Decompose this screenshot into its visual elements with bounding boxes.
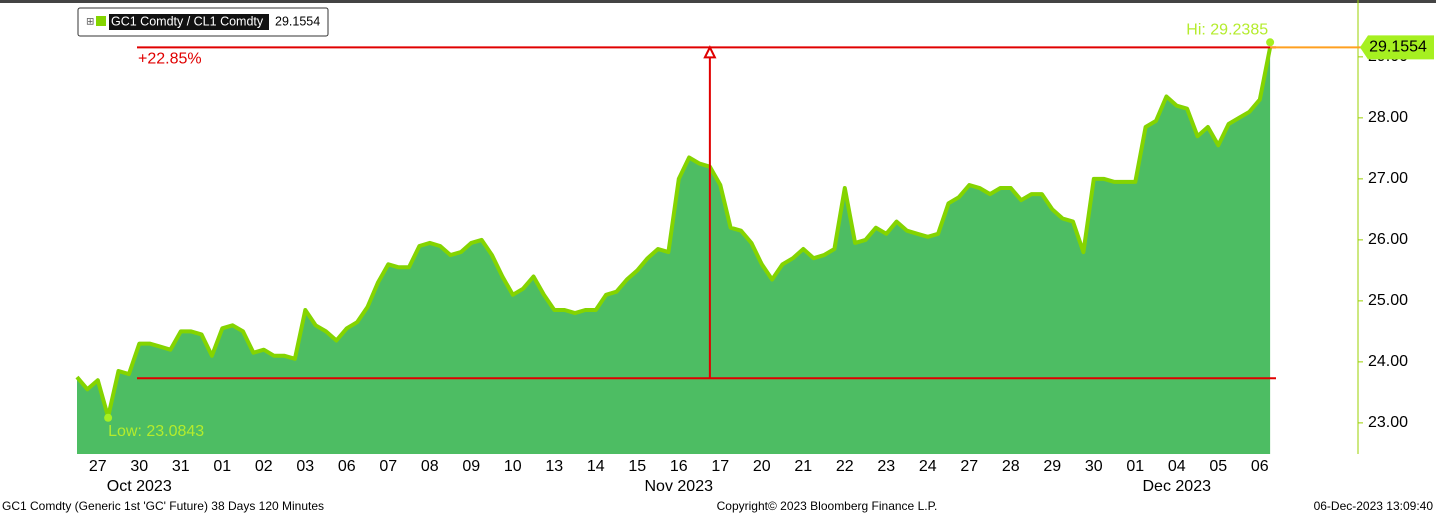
high-point: [1266, 38, 1275, 47]
y-tick-label: 24.00: [1368, 353, 1408, 370]
x-tick-label: 17: [711, 458, 729, 475]
y-tick-label: 25.00: [1368, 292, 1408, 309]
x-tick-label: 02: [255, 458, 273, 475]
y-tick-label: 28.00: [1368, 109, 1408, 126]
x-tick-label: 04: [1168, 458, 1186, 475]
x-tick-label: 23: [877, 458, 895, 475]
x-tick-label: 20: [753, 458, 771, 475]
y-tick-label: 23.00: [1368, 414, 1408, 431]
x-tick-label: 07: [379, 458, 397, 475]
low-point: [104, 413, 113, 422]
x-tick-label: 22: [836, 458, 854, 475]
x-tick-label: 01: [213, 458, 231, 475]
x-tick-label: 10: [504, 458, 522, 475]
measure-label: +22.85%: [138, 51, 202, 68]
high-label: Hi: 29.2385: [1186, 22, 1268, 39]
area: [77, 47, 1271, 455]
x-tick-label: 03: [296, 458, 314, 475]
x-tick-label: 27: [89, 458, 107, 475]
x-tick-label: 15: [628, 458, 646, 475]
x-tick-label: 08: [421, 458, 439, 475]
legend-swatch: [96, 16, 106, 26]
last-value-label: 29.1554: [1369, 39, 1427, 56]
legend-value: 29.1554: [275, 14, 320, 28]
top-strip: [0, 0, 1436, 3]
x-tick-label: 28: [1002, 458, 1020, 475]
x-tick-label: 30: [130, 458, 148, 475]
x-tick-label: 05: [1209, 458, 1227, 475]
footer-center: Copyright© 2023 Bloomberg Finance L.P.: [717, 499, 938, 513]
legend-highlight: [109, 14, 269, 30]
month-label: Oct 2023: [107, 478, 172, 495]
footer-left: GC1 Comdty (Generic 1st 'GC' Future) 38 …: [2, 499, 324, 513]
x-tick-label: 13: [545, 458, 563, 475]
x-tick-label: 30: [1085, 458, 1103, 475]
last-value-box: [1360, 35, 1434, 60]
x-tick-label: 31: [172, 458, 190, 475]
x-tick-label: 01: [1126, 458, 1144, 475]
month-label: Nov 2023: [645, 478, 714, 495]
x-tick-label: 27: [960, 458, 978, 475]
x-tick-label: 14: [587, 458, 605, 475]
low-label: Low: 23.0843: [108, 423, 204, 440]
x-tick-label: 06: [1251, 458, 1269, 475]
x-tick-label: 21: [794, 458, 812, 475]
footer-right: 06-Dec-2023 13:09:40: [1314, 499, 1434, 513]
y-tick-label: 27.00: [1368, 170, 1408, 187]
line: [75, 47, 1273, 419]
x-tick-label: 29: [1043, 458, 1061, 475]
x-tick-label: 16: [670, 458, 688, 475]
x-tick-label: 09: [462, 458, 480, 475]
month-label: Dec 2023: [1143, 478, 1212, 495]
legend-icon: ⊞: [86, 17, 94, 28]
legend-label: GC1 Comdty / CL1 Comdty: [111, 14, 264, 28]
arrow-head: [703, 45, 717, 59]
y-tick-label: 26.00: [1368, 231, 1408, 248]
x-tick-label: 06: [338, 458, 356, 475]
x-tick-label: 24: [919, 458, 937, 475]
